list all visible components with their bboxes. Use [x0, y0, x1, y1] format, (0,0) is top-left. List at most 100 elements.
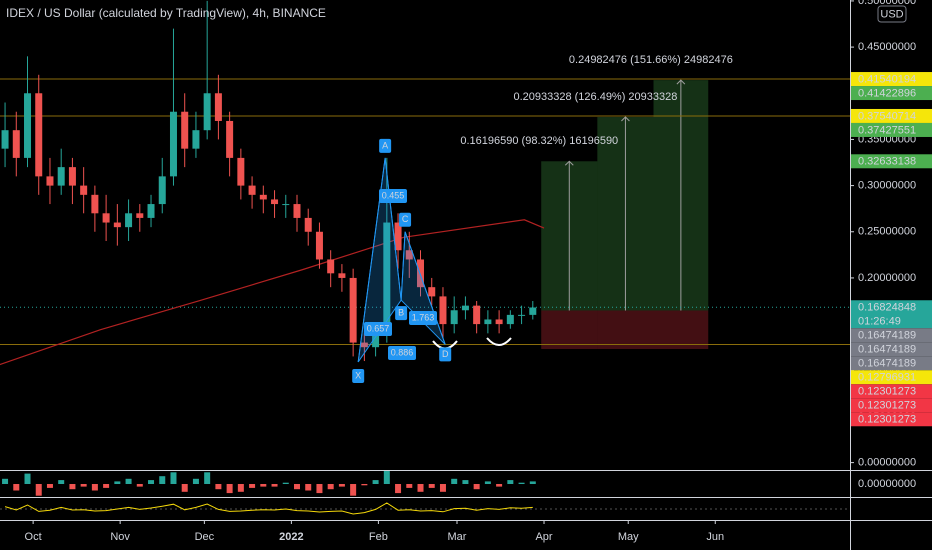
oscillator-bar [103, 484, 110, 488]
arc [486, 337, 512, 346]
oscillator-bar [462, 480, 469, 484]
loss-zone [653, 310, 709, 350]
price-badge [851, 370, 932, 385]
x-tick-label: Nov [110, 531, 130, 543]
x-tick-label: Feb [369, 531, 388, 543]
candle-body [12, 130, 20, 158]
x-tick-label: Dec [195, 531, 215, 543]
candle-body [80, 185, 88, 195]
price-badge [851, 356, 932, 371]
oscillator-bar [24, 473, 31, 484]
candle-body [428, 287, 436, 297]
candle-body [68, 167, 76, 186]
candle-body [304, 217, 312, 232]
candle-body [237, 157, 245, 186]
ratio-label: 0.886 [391, 347, 414, 357]
oscillator-bar [518, 482, 525, 484]
oscillator-tick-label: 0.00000000 [858, 478, 916, 490]
point-label: C [402, 214, 409, 224]
x-tick-label: Jun [706, 531, 724, 543]
candle-body [259, 194, 267, 200]
candle-body [192, 130, 200, 149]
ratio-badge [388, 346, 416, 360]
oscillator-bar [484, 481, 491, 484]
oscillator-bar [69, 484, 76, 490]
moving-average [0, 219, 545, 366]
x-tick-label: Oct [25, 531, 42, 543]
candle-body [136, 213, 144, 218]
price-badge-label: 0.16474189 [858, 358, 916, 370]
candle-body [91, 194, 99, 214]
candle-body [125, 213, 133, 228]
candle-body [282, 204, 290, 206]
oscillator-bar [114, 481, 121, 484]
candle-body [181, 111, 189, 149]
chart-title: IDEX / US Dollar (calculated by TradingV… [6, 6, 326, 20]
x-tick-label: Mar [448, 531, 467, 543]
oscillator-bar [473, 484, 480, 490]
candle-body [372, 333, 380, 348]
ratio-badge [409, 311, 437, 325]
candle-body [57, 167, 65, 186]
candle-body [203, 93, 211, 131]
candle-body [360, 342, 368, 348]
candle-body [35, 93, 43, 177]
oscillator-bar [305, 484, 312, 491]
y-tick-label: 0.00000000 [858, 457, 916, 469]
oscillator-bar [237, 484, 244, 492]
point-badge [352, 368, 365, 383]
candle-body [158, 176, 166, 205]
candle-body [529, 307, 537, 315]
currency: USD [880, 8, 903, 20]
point-badge [439, 347, 452, 362]
candle-body [383, 222, 391, 334]
position-label: 0.20933328 (126.49%) 20933328 [513, 91, 677, 103]
oscillator-bar [260, 484, 267, 487]
y-tick-label: 0.20000000 [858, 272, 916, 284]
point-label: B [398, 307, 404, 317]
price-badge-label: 0.16474189 [858, 344, 916, 356]
loss-zone [597, 310, 654, 350]
currency-badge[interactable] [877, 5, 907, 23]
x-tick-label: May [618, 531, 639, 543]
oscillator-bar [372, 480, 379, 484]
price-badge-label: 0.16474189 [858, 330, 916, 342]
oscillator-bar [46, 484, 53, 488]
oscillator-bar [428, 484, 435, 488]
price-badge [851, 328, 932, 343]
oscillator-bar [2, 478, 9, 484]
oscillator-bar [148, 480, 155, 484]
point-badge [395, 306, 408, 321]
candle-body [518, 314, 526, 316]
price-badge [851, 384, 932, 399]
y-tick-label: 0.50000000 [858, 0, 916, 7]
candle-body [248, 185, 256, 195]
candle-body [315, 231, 323, 260]
price-badge-label: 0.16824848 [858, 302, 916, 314]
candle-body [439, 296, 447, 325]
oscillator-bar [316, 484, 323, 494]
oscillator-bar [327, 484, 334, 490]
price-badge-label: 0.12796931 [858, 372, 916, 384]
candle-body [113, 222, 121, 228]
price-badge [851, 300, 932, 329]
oscillator-bar [383, 471, 390, 484]
candle-body [24, 93, 32, 158]
price-badge-label: 0.12301273 [858, 400, 916, 412]
price-badge-label: 0.12301273 [858, 386, 916, 398]
oscillator-bar [417, 484, 424, 492]
candle-body [293, 204, 301, 218]
oscillator-bar [282, 482, 289, 484]
oscillator-bar [13, 484, 20, 491]
candle-body [461, 305, 469, 311]
ratio-label: 0.657 [367, 323, 390, 333]
loss-zone [541, 310, 598, 350]
oscillator-bar [136, 484, 143, 487]
oscillator-bar [496, 484, 503, 487]
oscillator-bar [170, 472, 177, 484]
price-badge-label: 0.37540714 [858, 110, 916, 122]
candle-body [484, 319, 492, 325]
candle-body [417, 259, 425, 288]
oscillator-bar [406, 484, 413, 488]
